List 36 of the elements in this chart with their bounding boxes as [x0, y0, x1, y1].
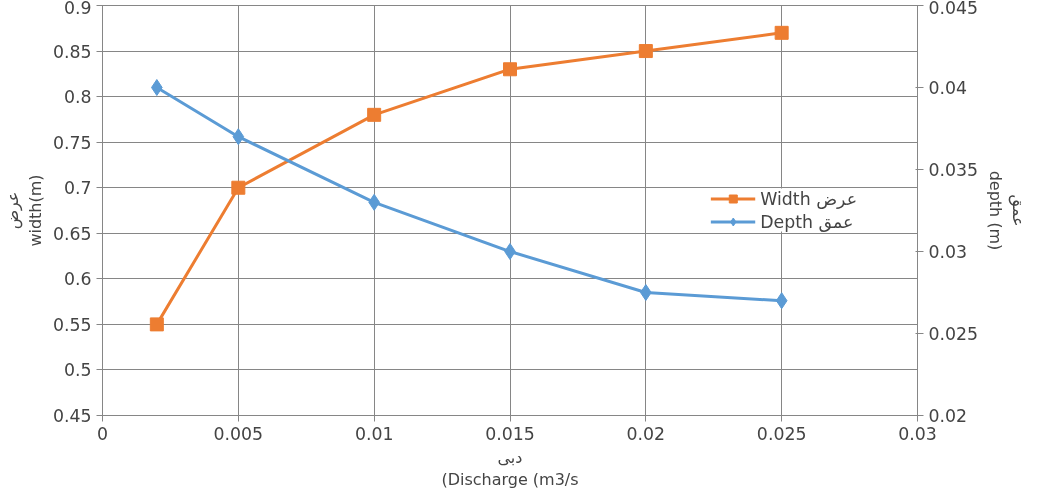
y2-tick-label: 0.03 — [928, 242, 968, 262]
y-tick-label: 0.7 — [63, 178, 92, 199]
point — [638, 44, 653, 59]
point — [231, 180, 246, 195]
point — [640, 284, 652, 301]
point — [504, 243, 516, 260]
point — [774, 25, 789, 40]
y-tick-label: 0.9 — [63, 0, 92, 18]
x-tick-label: 0.025 — [756, 423, 807, 444]
y-tick-label: 0.45 — [52, 406, 92, 426]
legend-label: Width عرض — [760, 188, 857, 209]
point — [149, 317, 164, 332]
y-tick-label: 0.5 — [63, 360, 92, 381]
y2-tick-label: 0.04 — [928, 78, 968, 98]
y-tick-label: 0.6 — [63, 269, 92, 290]
point — [775, 292, 788, 310]
y-tick-label: 0.8 — [63, 87, 92, 108]
y2-tick-label: 0.035 — [928, 160, 979, 180]
y-tick-label: 0.85 — [52, 41, 92, 62]
y2-tick-label: 0.025 — [928, 324, 979, 344]
point — [367, 107, 382, 122]
x-tick-label: 0 — [96, 423, 109, 444]
y-tick-label: 0.55 — [52, 314, 92, 335]
x-tick-label: 0.01 — [354, 423, 394, 444]
x-tick-label: 0.03 — [898, 423, 937, 444]
point — [232, 128, 245, 146]
x-tick-label: 0.005 — [213, 423, 264, 444]
x-tick-label: 0.015 — [485, 423, 535, 444]
y-tick-label: 0.75 — [52, 132, 92, 153]
y2-tick-label: 0.02 — [928, 406, 968, 426]
point — [503, 62, 517, 77]
point — [151, 79, 163, 96]
x-tick-label: 0.02 — [626, 423, 666, 444]
y-tick-label: 0.65 — [52, 223, 92, 244]
legend-label: Depth عمق — [760, 211, 854, 232]
y2-tick-label: 0.045 — [928, 0, 979, 18]
